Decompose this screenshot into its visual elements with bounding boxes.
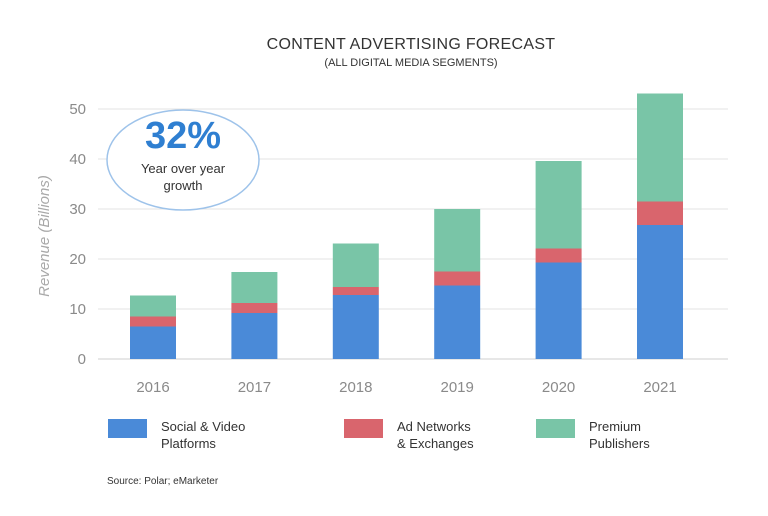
- bar-segment: [231, 313, 278, 359]
- bar-segment: [434, 271, 481, 286]
- growth-callout: 32% Year over year growth: [106, 109, 260, 211]
- source-note: Source: Polar; eMarketer: [107, 476, 219, 487]
- y-tick-label: 20: [69, 251, 86, 268]
- x-tick-label: 2021: [643, 379, 676, 396]
- legend-label: Premium: [589, 419, 641, 434]
- legend-swatch: [536, 419, 575, 438]
- legend: Social & Video Platforms Ad Networks & Exch…: [108, 419, 650, 451]
- callout-text-line-2: growth: [163, 178, 202, 193]
- y-axis-label: Revenue (Billions): [36, 175, 53, 297]
- chart-subtitle: (ALL DIGITAL MEDIA SEGMENTS): [324, 57, 497, 69]
- bar-segment: [332, 295, 379, 359]
- x-tick-label: 2016: [136, 379, 169, 396]
- callout-text-line-1: Year over year: [141, 161, 226, 176]
- bar-segment: [535, 248, 582, 263]
- legend-swatch: [344, 419, 383, 438]
- x-tick-label: 2018: [339, 379, 372, 396]
- x-tick-label: 2019: [441, 379, 474, 396]
- bar-segment: [332, 287, 379, 295]
- legend-label: Social & Video: [161, 419, 245, 434]
- bar-segment: [535, 161, 582, 249]
- bar-segment: [231, 272, 278, 303]
- y-tick-label: 10: [69, 301, 86, 318]
- chart-title: CONTENT ADVERTISING FORECAST: [267, 36, 556, 53]
- callout-ellipse: [106, 109, 260, 211]
- bar-segment: [332, 243, 379, 287]
- bar-segment: [130, 295, 176, 317]
- bar-segment: [434, 285, 481, 359]
- callout-value: 32%: [145, 115, 221, 157]
- bar-segment: [130, 316, 176, 327]
- y-tick-label: 50: [69, 101, 86, 118]
- bars: [130, 93, 683, 359]
- legend-label: Publishers: [589, 436, 650, 451]
- bar-segment: [434, 209, 481, 272]
- x-tick-label: 2020: [542, 379, 575, 396]
- legend-label: & Exchanges: [397, 436, 474, 451]
- y-tick-label: 40: [69, 151, 86, 168]
- x-tick-label: 2017: [238, 379, 271, 396]
- bar-segment: [130, 326, 176, 359]
- bar-segment: [637, 225, 683, 359]
- y-tick-label: 30: [69, 201, 86, 218]
- legend-label: Platforms: [161, 436, 216, 451]
- legend-swatch: [108, 419, 147, 438]
- y-axis-ticks: 0 10 20 30 40 50: [69, 101, 86, 368]
- bar-segment: [637, 201, 683, 225]
- bar-segment: [231, 303, 278, 313]
- legend-label: Ad Networks: [397, 419, 471, 434]
- bar-segment: [535, 262, 582, 359]
- x-axis-ticks: 2016 2017 2018 2019 2020 2021: [136, 379, 676, 396]
- bar-segment: [637, 93, 683, 202]
- y-tick-label: 0: [78, 351, 86, 368]
